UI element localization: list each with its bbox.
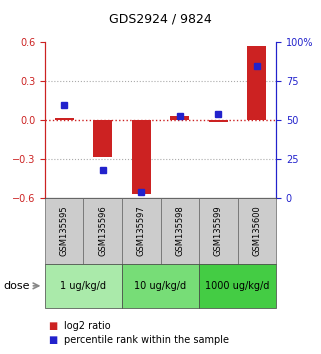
Text: 10 ug/kg/d: 10 ug/kg/d	[134, 281, 187, 291]
Text: GSM135597: GSM135597	[137, 206, 146, 256]
Text: log2 ratio: log2 ratio	[64, 321, 111, 331]
Bar	[55, 118, 74, 120]
Bar	[209, 120, 228, 122]
Text: percentile rank within the sample: percentile rank within the sample	[64, 335, 229, 345]
Text: 1 ug/kg/d: 1 ug/kg/d	[60, 281, 107, 291]
Text: GSM135600: GSM135600	[252, 206, 261, 256]
Text: GSM135595: GSM135595	[60, 206, 69, 256]
Text: GDS2924 / 9824: GDS2924 / 9824	[109, 12, 212, 25]
Text: GSM135598: GSM135598	[175, 206, 184, 256]
Bar	[247, 46, 266, 120]
Text: ■: ■	[48, 335, 57, 345]
Text: ■: ■	[48, 321, 57, 331]
Text: 1000 ug/kg/d: 1000 ug/kg/d	[205, 281, 270, 291]
Bar	[132, 120, 151, 194]
Text: dose: dose	[3, 281, 30, 291]
Bar	[170, 116, 189, 120]
Bar	[93, 120, 112, 157]
Text: GSM135599: GSM135599	[214, 206, 223, 256]
Text: GSM135596: GSM135596	[98, 206, 107, 256]
